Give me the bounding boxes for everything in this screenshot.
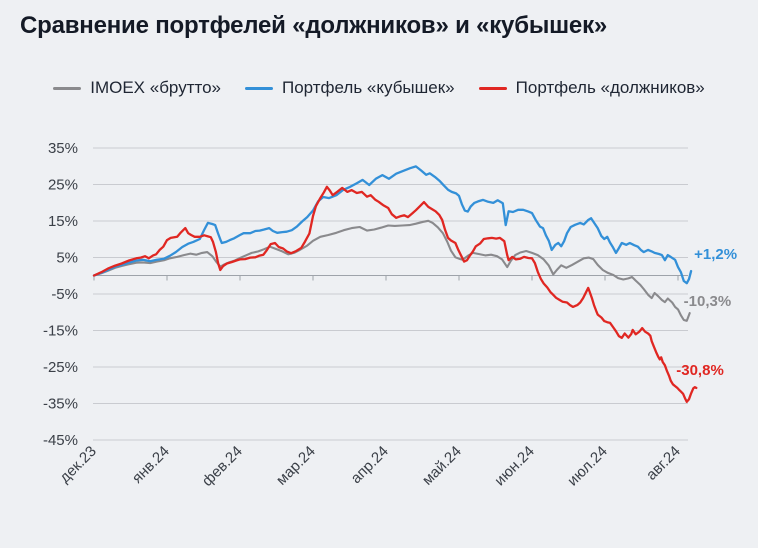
x-tick-label: мар.24 (273, 443, 319, 489)
y-tick-label: -5% (51, 286, 78, 303)
x-axis-labels: дек.23 янв.24 фев.24 мар.24 апр.24 май.24 июн.… (56, 443, 683, 490)
end-label-imoex-brutto: -10,3% (684, 293, 732, 310)
chart-title: Сравнение портфелей «должников» и «кубыш… (20, 12, 608, 39)
y-tick-label: -25% (43, 359, 78, 376)
end-label-kubyshek: +1,2% (694, 246, 737, 263)
y-tick-label: -35% (43, 395, 78, 412)
legend-line-swatch (53, 86, 82, 90)
series-line-imoex-brutto (92, 219, 691, 322)
legend-line-swatch (478, 86, 507, 90)
legend-label: Портфель «кубышек» (282, 78, 455, 97)
y-tick-label: -15% (43, 322, 78, 339)
end-label-dolzhniki: -30,8% (676, 362, 724, 379)
x-tick-label: июн.24 (491, 443, 538, 490)
x-tick-label: июл.24 (564, 443, 611, 490)
legend-label: IMOEX «брутто» (90, 78, 221, 97)
x-tick-label: май.24 (419, 443, 465, 489)
legend-item-0: IMOEX «брутто» (53, 78, 221, 98)
legend-line-swatch (245, 86, 273, 90)
legend-item-1: Портфель «кубышек» (245, 78, 455, 98)
chart-legend: IMOEX «брутто» Портфель «кубышек» Портфель… (0, 78, 758, 98)
x-axis (93, 275, 688, 281)
y-gridlines (93, 147, 688, 441)
y-tick-label: 15% (48, 213, 78, 230)
series-line-dolzhniki (92, 185, 698, 403)
y-tick-label: 5% (56, 249, 78, 266)
x-tick-label: апр.24 (348, 443, 392, 487)
legend-label: Портфель «должников» (515, 78, 705, 97)
x-tick-label: дек.23 (56, 443, 99, 486)
series-line-kubyshek (92, 165, 693, 285)
y-tick-label: 25% (48, 176, 78, 193)
y-tick-label: 35% (48, 140, 78, 157)
x-tick-label: янв.24 (129, 443, 173, 487)
y-tick-label: -45% (43, 432, 78, 449)
x-tick-label: авг.24 (643, 443, 684, 484)
x-tick-label: фев.24 (199, 443, 246, 490)
legend-item-2: Портфель «должников» (478, 78, 705, 98)
y-axis-labels: 35% 25% 15% 5% -5% -15% -25% -35% -45% (43, 140, 78, 449)
